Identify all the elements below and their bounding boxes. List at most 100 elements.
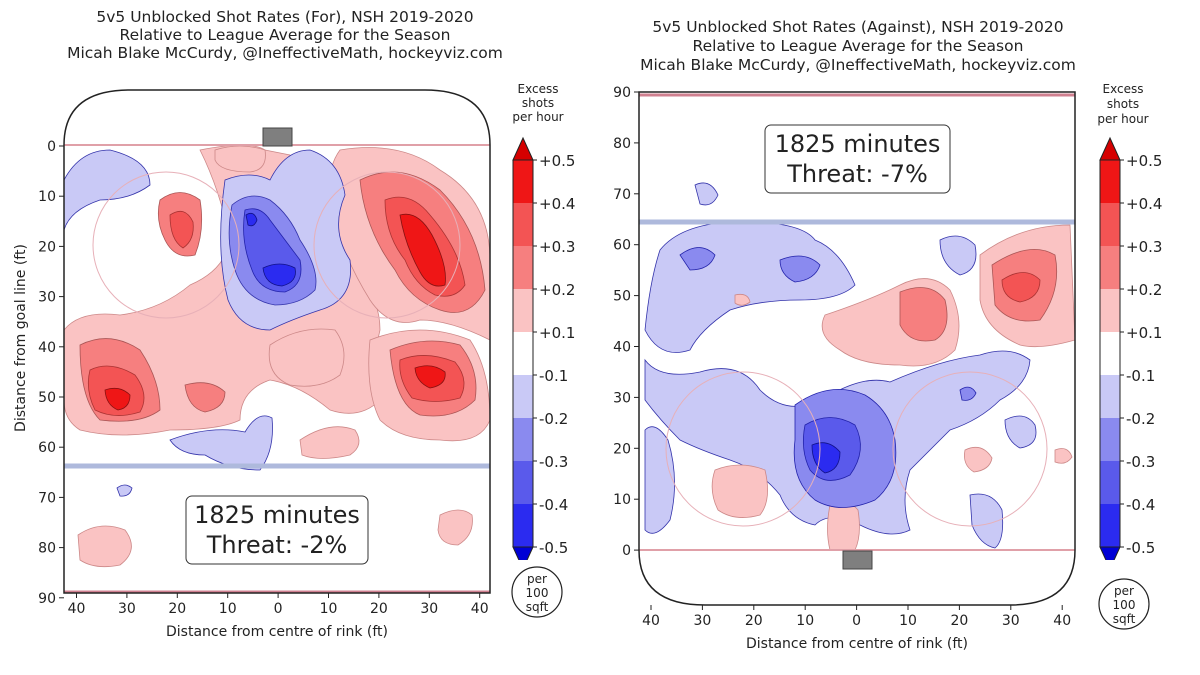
colorbar-tick-label: -0.5 (539, 539, 568, 557)
right-heatmap (644, 182, 1075, 551)
right-credit: Micah Blake McCurdy, @IneffectiveMath, h… (640, 56, 1076, 74)
left-chart: 0 10 20 30 40 50 60 70 80 90 40 30 20 10 0 10 20 30 40 (38, 89, 491, 617)
right-region-red-light-6 (1054, 448, 1073, 464)
left-colorbar-label-2: shots (521, 96, 555, 110)
left-region-red-1e (414, 365, 446, 389)
right-region-blue-light-3 (939, 235, 977, 276)
colorbar-segment (1100, 375, 1120, 418)
right-title: 5v5 Unblocked Shot Rates (Against), NSH … (652, 18, 1064, 36)
colorbar-segment (513, 504, 533, 547)
y-tick-label: 80 (613, 136, 631, 152)
right-x-label: Distance from centre of rink (ft) (746, 636, 968, 652)
colorbar-segment (1100, 418, 1120, 461)
x-tick-label: 10 (219, 601, 237, 617)
x-tick-label: 0 (274, 601, 283, 617)
left-region-red-light-5 (299, 426, 360, 459)
right-unit-line-1: per (1114, 584, 1134, 598)
right-region-blue-light-6 (1004, 415, 1037, 449)
left-credit: Micah Blake McCurdy, @IneffectiveMath, h… (67, 44, 503, 62)
colorbar-segment (513, 289, 533, 332)
colorbar-tick-label: -0.3 (1126, 453, 1155, 471)
left-annotation-box (185, 495, 369, 565)
y-tick-label: 0 (622, 543, 631, 559)
y-tick-label: 70 (38, 490, 56, 506)
right-region-blue-strong (811, 442, 841, 474)
x-tick-label: 10 (899, 613, 917, 629)
colorbar-segment (513, 160, 533, 203)
left-region-red-1d (399, 213, 446, 287)
colorbar-segment (1100, 246, 1120, 289)
colorbar-tick-label: +0.2 (539, 281, 575, 299)
x-tick-label: 10 (796, 613, 814, 629)
left-unit-line-3: sqft (525, 600, 549, 614)
colorbar-segment (1100, 332, 1120, 375)
right-region-blue-light-7 (969, 493, 1004, 549)
x-tick-label: 20 (168, 601, 186, 617)
left-heatmap (64, 144, 490, 568)
colorbar-tick-label: -0.2 (1126, 410, 1155, 428)
x-tick-label: 0 (852, 613, 861, 629)
y-tick-label: 50 (613, 289, 631, 305)
right-region-blue-2c (779, 255, 821, 283)
left-title: 5v5 Unblocked Shot Rates (For), NSH 2019… (96, 8, 474, 26)
right-region-blue-light-4 (694, 182, 719, 206)
colorbar-segment (513, 246, 533, 289)
left-region-red-light-6 (77, 525, 132, 568)
right-region-blue-2b (679, 247, 716, 271)
left-annotation-line-2: Threat: -2% (206, 531, 348, 559)
x-tick-label: 30 (420, 601, 438, 617)
colorbar-segment (513, 332, 533, 375)
left-rink-markings (63, 89, 491, 594)
y-tick-label: 60 (613, 238, 631, 254)
colorbar-tick-label: +0.1 (1126, 324, 1162, 342)
colorbar-frame (512, 159, 534, 548)
colorbar-tick-label: -0.4 (539, 496, 568, 514)
right-annotation-box (764, 124, 951, 194)
y-tick-label: 40 (38, 340, 56, 356)
colorbar-segment (513, 375, 533, 418)
colorbar-segment (1100, 289, 1120, 332)
right-annotation-line-2: Threat: -7% (787, 160, 928, 188)
x-tick-label: 30 (118, 601, 136, 617)
colorbar-tick-label: +0.5 (539, 152, 575, 170)
left-region-blue-light-4 (116, 484, 133, 497)
colorbar-segment (513, 418, 533, 461)
right-subtitle: Relative to League Average for the Seaso… (692, 37, 1024, 55)
left-x-axis: 40 30 20 10 0 10 20 30 40 (68, 593, 489, 617)
colorbar-tick-label: +0.4 (539, 195, 575, 213)
right-colorbar: +0.5 +0.4 +0.3 +0.2 +0.1 -0.1 -0.2 -0.3 -0.4 -0.5 (1099, 136, 1162, 560)
right-unit-line-3: sqft (1112, 612, 1136, 626)
left-region-red-1b (104, 387, 131, 411)
colorbar-frame (1099, 159, 1121, 548)
y-tick-label: 30 (613, 390, 631, 406)
y-tick-label: 50 (38, 390, 56, 406)
left-unit-circle (511, 566, 563, 618)
y-tick-label: 20 (613, 441, 631, 457)
left-region-blue-strong (262, 263, 296, 287)
right-colorbar-label-1: Excess (1102, 82, 1144, 96)
y-tick-label: 60 (38, 440, 56, 456)
right-unit-line-2: 100 (1112, 598, 1136, 612)
colorbar-tick-label: +0.3 (539, 238, 575, 256)
left-y-label: Distance from goal line (ft) (13, 244, 29, 432)
colorbar-tick-label: +0.4 (1126, 195, 1162, 213)
x-tick-label: 40 (642, 613, 660, 629)
right-x-axis: 40 30 20 10 0 10 20 30 40 (642, 605, 1071, 629)
colorbar-extend-bottom (512, 546, 534, 560)
y-tick-label: 70 (613, 187, 631, 203)
x-tick-label: 10 (320, 601, 338, 617)
colorbar-segment (513, 461, 533, 504)
colorbar-tick-label: -0.5 (1126, 539, 1155, 557)
right-region-red-light-4 (827, 500, 860, 551)
colorbar-segment (1100, 461, 1120, 504)
right-region-red-3a (899, 287, 948, 342)
left-annotation-line-1: 1825 minutes (194, 501, 360, 529)
left-region-red-light-4 (268, 328, 345, 387)
right-annotation-line-1: 1825 minutes (774, 130, 941, 158)
y-tick-label: 30 (38, 290, 56, 306)
colorbar-extend-top (512, 136, 534, 161)
colorbar-segment (513, 203, 533, 246)
right-region-red-light-5 (964, 446, 993, 473)
right-region-blue-2d (959, 386, 977, 401)
left-region-red-2a (169, 210, 194, 249)
